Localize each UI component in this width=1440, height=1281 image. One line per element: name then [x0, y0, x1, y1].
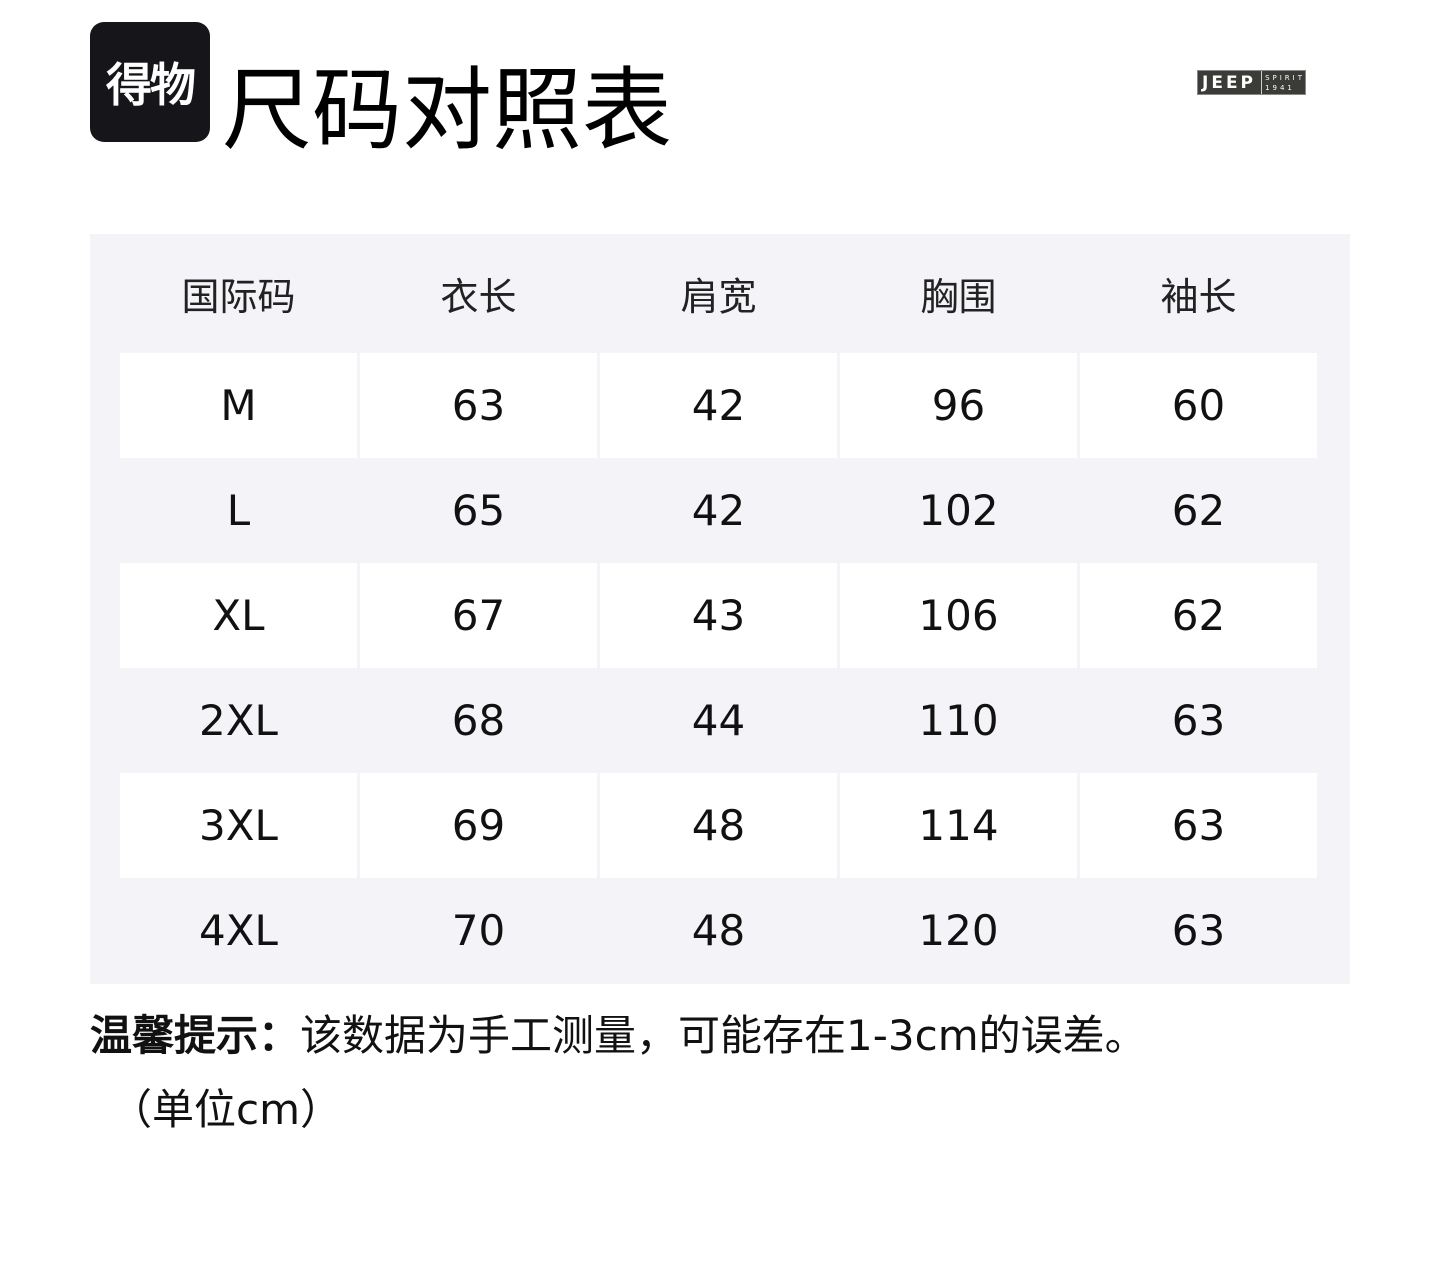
table-cell: 96	[840, 353, 1077, 458]
table-cell: 65	[451, 486, 506, 535]
table-header: 国际码 衣长 肩宽 胸围 袖长	[120, 234, 1320, 353]
table-cell: 48	[600, 773, 837, 878]
jeep-logo: JEEP SPIRIT 1941	[1197, 70, 1306, 95]
column-header: 肩宽	[680, 275, 757, 319]
table-cell: 2XL	[199, 696, 278, 745]
table-cell: 3XL	[120, 773, 357, 878]
note: 温馨提示：该数据为手工测量，可能存在1-3cm的误差。	[90, 1008, 1147, 1064]
table-cell: 110	[918, 696, 999, 745]
note-label: 温馨提示：	[90, 1011, 301, 1060]
table-cell: 4XL	[199, 906, 278, 955]
dewu-logo: 得物	[90, 22, 210, 142]
table-row: L 65 42 102 62	[120, 458, 1320, 563]
table-cell: 62	[1171, 486, 1226, 535]
table-cell: 69	[360, 773, 597, 878]
table-cell: 102	[918, 486, 999, 535]
column-header: 袖长	[1160, 275, 1237, 319]
brand-sub2: 1941	[1265, 83, 1295, 92]
column-header: 胸围	[920, 275, 997, 319]
note-text: 该数据为手工测量，可能存在1-3cm的误差。	[300, 1011, 1147, 1060]
table-cell: 63	[1171, 906, 1226, 955]
table-cell: 68	[451, 696, 506, 745]
table-cell: 44	[691, 696, 746, 745]
page-title: 尺码对照表	[222, 58, 672, 163]
table-cell: M	[120, 353, 357, 458]
unit-note: （单位cm）	[110, 1085, 343, 1134]
brand-main: JEEP	[1202, 72, 1257, 93]
table-cell: 106	[840, 563, 1077, 668]
table-cell: 42	[600, 353, 837, 458]
table-row: 2XL 68 44 110 63	[120, 668, 1320, 773]
table-cell: 63	[360, 353, 597, 458]
table-cell: 120	[918, 906, 999, 955]
column-header: 衣长	[440, 275, 517, 319]
table-cell: 114	[840, 773, 1077, 878]
table-cell: 48	[691, 906, 746, 955]
table-row: 3XL 69 48 114 63	[120, 773, 1320, 878]
table-cell: 62	[1080, 563, 1317, 668]
table-cell: L	[226, 486, 251, 535]
size-table: 国际码 衣长 肩宽 胸围 袖长 M 63 42 96 60 L 65 42 102 62 XL 67 43 106…	[90, 234, 1350, 984]
table-cell: 67	[360, 563, 597, 668]
column-header: 国际码	[181, 275, 296, 319]
table-cell: 43	[600, 563, 837, 668]
table-row: M 63 42 96 60	[120, 353, 1320, 458]
table-cell: XL	[120, 563, 357, 668]
table-cell: 63	[1080, 773, 1317, 878]
table-cell: 60	[1080, 353, 1317, 458]
brand-sub1: SPIRIT	[1265, 73, 1305, 82]
table-row: XL 67 43 106 62	[120, 563, 1320, 668]
table-cell: 42	[691, 486, 746, 535]
table-cell: 63	[1171, 696, 1226, 745]
table-row: 4XL 70 48 120 63	[120, 878, 1320, 983]
table-cell: 70	[451, 906, 506, 955]
